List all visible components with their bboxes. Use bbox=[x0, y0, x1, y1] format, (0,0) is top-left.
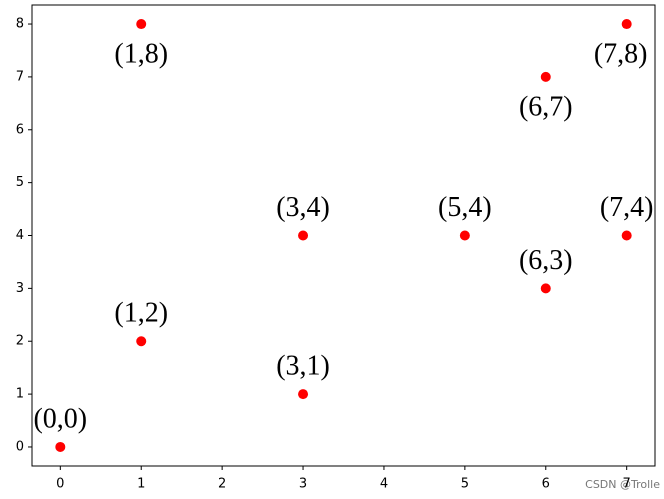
y-tick-label: 1 bbox=[16, 387, 24, 402]
x-tick-label: 6 bbox=[542, 477, 550, 492]
point bbox=[298, 230, 309, 241]
x-tick-label: 2 bbox=[218, 477, 226, 492]
point bbox=[540, 71, 551, 82]
x-tick-label: 4 bbox=[380, 477, 388, 492]
watermark: CSDN @Trolle bbox=[585, 478, 660, 491]
x-tick-label: 3 bbox=[299, 477, 307, 492]
point-label: (7,8) bbox=[594, 38, 648, 69]
point bbox=[540, 283, 551, 294]
point bbox=[55, 441, 66, 452]
y-tick-label: 5 bbox=[16, 175, 24, 190]
y-tick-label: 0 bbox=[16, 439, 24, 454]
point-label: (1,2) bbox=[114, 298, 168, 329]
point bbox=[459, 230, 470, 241]
point bbox=[298, 389, 309, 400]
point-label: (5,4) bbox=[438, 192, 492, 223]
point-label: (1,8) bbox=[114, 38, 168, 69]
plot-frame bbox=[31, 4, 656, 467]
x-tick-label: 1 bbox=[137, 477, 145, 492]
point-label: (7,4) bbox=[600, 192, 654, 223]
point-label: (3,1) bbox=[276, 351, 330, 382]
y-tick-label: 2 bbox=[16, 334, 24, 349]
point-label: (6,7) bbox=[519, 91, 573, 122]
point bbox=[621, 19, 632, 30]
y-tick-label: 4 bbox=[16, 228, 24, 243]
point bbox=[621, 230, 632, 241]
point bbox=[136, 336, 147, 347]
x-tick-label: 5 bbox=[461, 477, 469, 492]
y-tick-label: 7 bbox=[16, 69, 24, 84]
point-label: (0,0) bbox=[33, 403, 87, 434]
point-label: (3,4) bbox=[276, 192, 330, 223]
y-tick-label: 6 bbox=[16, 122, 24, 137]
x-tick-label: 7 bbox=[623, 477, 631, 492]
point-label: (6,3) bbox=[519, 245, 573, 276]
y-tick-label: 3 bbox=[16, 281, 24, 296]
x-tick-label: 0 bbox=[56, 477, 64, 492]
point bbox=[136, 19, 147, 30]
y-tick-label: 8 bbox=[16, 17, 24, 32]
